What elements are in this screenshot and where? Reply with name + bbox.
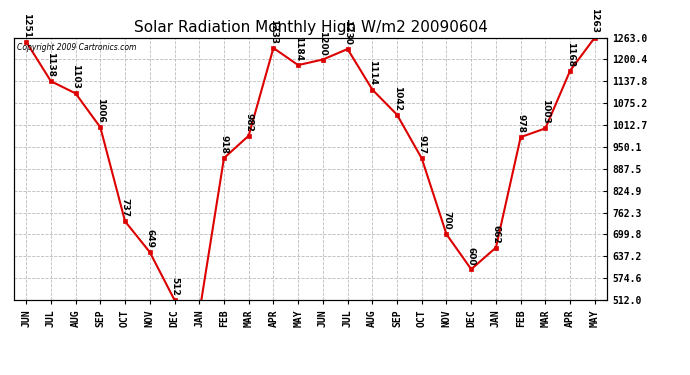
Text: 1230: 1230 — [343, 20, 352, 45]
Text: 1114: 1114 — [368, 60, 377, 86]
Text: 1103: 1103 — [71, 64, 80, 89]
Text: 600: 600 — [466, 247, 475, 265]
Text: 917: 917 — [417, 135, 426, 154]
Text: 649: 649 — [146, 229, 155, 248]
Text: 978: 978 — [516, 114, 525, 133]
Text: 918: 918 — [219, 135, 228, 154]
Text: 737: 737 — [121, 198, 130, 217]
Text: 1003: 1003 — [541, 99, 550, 124]
Text: 1263: 1263 — [591, 8, 600, 33]
Text: 1251: 1251 — [21, 12, 30, 38]
Text: 1184: 1184 — [294, 36, 303, 61]
Text: 982: 982 — [244, 112, 253, 132]
Text: 1233: 1233 — [269, 19, 278, 44]
Text: 1006: 1006 — [96, 98, 105, 123]
Text: 1138: 1138 — [46, 52, 55, 77]
Text: 474: 474 — [0, 374, 1, 375]
Text: 1200: 1200 — [318, 31, 327, 56]
Text: 1042: 1042 — [393, 86, 402, 111]
Text: 662: 662 — [491, 225, 500, 243]
Text: 512: 512 — [170, 277, 179, 296]
Text: Copyright 2009 Cartronics.com: Copyright 2009 Cartronics.com — [17, 43, 136, 52]
Text: 1168: 1168 — [566, 42, 575, 66]
Title: Solar Radiation Monthly High W/m2 20090604: Solar Radiation Monthly High W/m2 200906… — [134, 20, 487, 35]
Text: 700: 700 — [442, 211, 451, 230]
